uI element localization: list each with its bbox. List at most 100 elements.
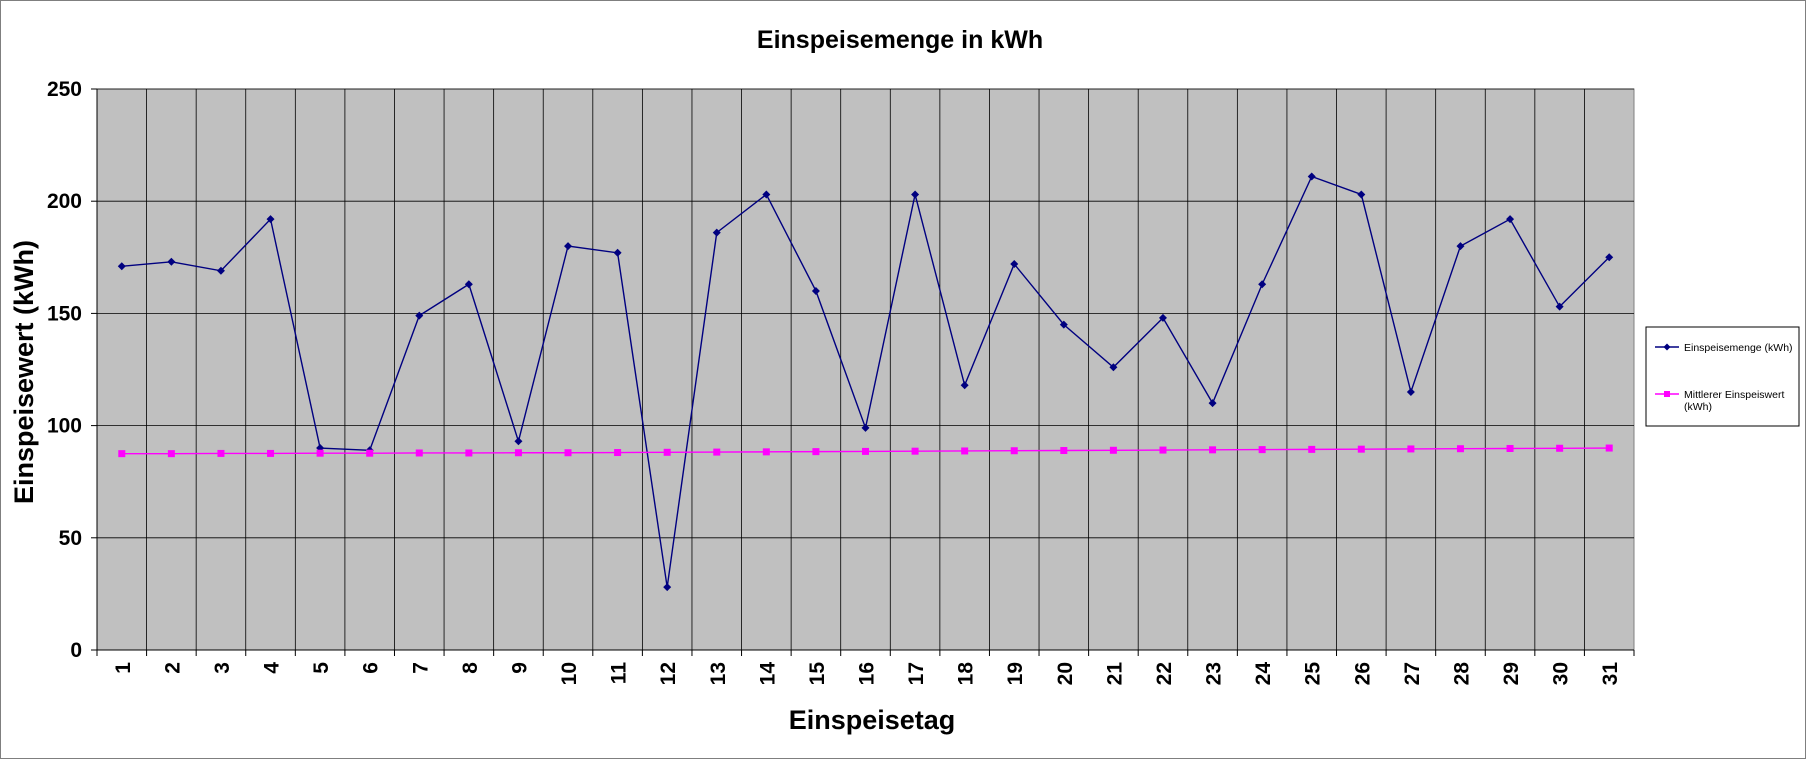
- data-point: [713, 448, 721, 456]
- x-tick-label: 22: [1153, 662, 1176, 685]
- x-tick-label: 18: [955, 662, 978, 686]
- data-point: [862, 447, 869, 455]
- data-point: [564, 449, 572, 457]
- x-tick-label: 7: [409, 662, 432, 674]
- data-point: [266, 215, 275, 224]
- y-tick-label: 200: [47, 190, 82, 213]
- data-point: [267, 449, 275, 457]
- legend-label: Einspeisemenge (kWh): [1684, 342, 1793, 354]
- data-point: [1506, 215, 1515, 224]
- data-point: [812, 448, 820, 456]
- data-point: [1407, 445, 1415, 453]
- x-tick-label: 25: [1302, 662, 1325, 686]
- data-point: [911, 190, 920, 199]
- y-tick-label: 150: [47, 302, 82, 325]
- x-tick-label: 15: [806, 662, 829, 686]
- legend: Einspeisemenge (kWh) Mittlerer Einspeiswe…: [1645, 326, 1800, 427]
- x-tick-label: 27: [1401, 662, 1424, 685]
- y-tick-label: 100: [47, 415, 82, 438]
- data-point: [861, 423, 870, 432]
- x-tick-label: 3: [211, 662, 234, 674]
- data-point: [1159, 446, 1167, 454]
- legend-label: (kWh): [1684, 401, 1712, 413]
- data-point: [1109, 363, 1118, 372]
- x-tick-label: 6: [360, 662, 383, 674]
- data-point: [811, 286, 820, 295]
- data-point: [167, 257, 176, 266]
- data-point: [514, 449, 522, 457]
- data-point: [415, 311, 424, 320]
- data-point: [1010, 447, 1018, 455]
- plot-area: [96, 88, 1635, 651]
- y-tick-label: 250: [47, 78, 82, 101]
- legend-marker: [1664, 391, 1670, 397]
- data-point: [217, 449, 225, 457]
- chart-title: Einspeisemenge in kWh: [757, 26, 1043, 54]
- data-point: [465, 449, 473, 457]
- data-point: [1506, 444, 1514, 452]
- data-point: [613, 248, 622, 257]
- data-point: [117, 262, 126, 271]
- data-point: [911, 447, 919, 455]
- series-layer: [117, 172, 1614, 592]
- data-point: [1060, 447, 1068, 455]
- data-point: [1456, 445, 1464, 453]
- x-tick-label: 24: [1252, 662, 1275, 686]
- data-point: [1357, 445, 1365, 453]
- y-axis-title: Einspeisewert (kWh): [9, 240, 39, 504]
- data-point: [1307, 172, 1316, 181]
- x-tick-label: 29: [1500, 662, 1523, 685]
- data-point: [1555, 302, 1564, 311]
- data-point: [960, 381, 969, 390]
- y-tick-label: 50: [59, 527, 82, 550]
- x-tick-label: 4: [261, 662, 284, 674]
- x-tick-label: 9: [508, 662, 531, 674]
- data-point: [415, 449, 423, 457]
- legend-marker: [1663, 343, 1671, 351]
- x-tick-label: 26: [1351, 662, 1374, 685]
- x-tick-label: 31: [1599, 662, 1622, 686]
- x-tick-label: 2: [161, 662, 184, 674]
- data-point: [1208, 399, 1217, 408]
- x-tick-label: 20: [1054, 662, 1077, 685]
- x-tick-label: 5: [310, 662, 333, 674]
- data-point: [1406, 387, 1415, 396]
- data-point: [961, 447, 969, 455]
- data-point: [366, 449, 374, 457]
- data-point: [762, 190, 771, 199]
- data-point: [614, 449, 622, 457]
- data-point: [1605, 253, 1614, 262]
- x-tick-label: 21: [1103, 662, 1126, 686]
- series-2: [118, 444, 1613, 458]
- x-tick-label: 23: [1203, 662, 1226, 685]
- data-point: [762, 448, 770, 456]
- x-axis-title: Einspeisetag: [789, 705, 956, 735]
- data-point: [514, 437, 523, 446]
- data-point: [663, 448, 671, 456]
- legend-box: [1645, 326, 1800, 427]
- x-tick-label: 11: [608, 662, 631, 685]
- data-point: [216, 266, 225, 275]
- x-tick-label: 28: [1450, 662, 1473, 686]
- data-point: [712, 228, 721, 237]
- x-tick-label: 16: [856, 662, 879, 685]
- data-point: [316, 449, 324, 457]
- data-point: [1456, 242, 1465, 251]
- data-point: [663, 583, 672, 592]
- y-tick-label: 0: [70, 639, 82, 662]
- data-point: [1209, 446, 1217, 454]
- data-point: [1109, 446, 1117, 454]
- x-tick-label: 30: [1550, 662, 1573, 685]
- data-point: [464, 280, 473, 289]
- x-tick-label: 14: [756, 662, 779, 686]
- x-tick-label: 12: [657, 662, 680, 685]
- x-tick-label: 17: [905, 662, 928, 685]
- data-point: [1258, 446, 1266, 454]
- data-point: [118, 450, 126, 458]
- x-tick-label: 10: [558, 662, 581, 685]
- x-tick-label: 1: [112, 662, 135, 674]
- data-point: [1059, 320, 1068, 329]
- legend-label: Mittlerer Einspeiswert: [1684, 389, 1784, 401]
- data-point: [1010, 260, 1019, 269]
- data-point: [564, 242, 573, 251]
